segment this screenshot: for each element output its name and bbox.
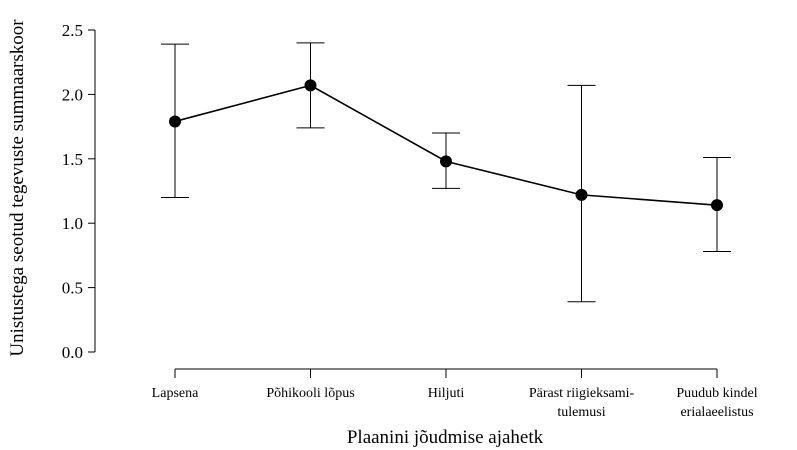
y-tick-label: 2.0 [62,85,83,104]
x-tick-label: erialaeelistus [680,405,753,420]
x-tick-label: Puudub kindel [676,386,757,401]
y-tick-label: 1.0 [62,214,83,233]
x-axis-title: Plaanini jõudmise ajahetk [347,427,544,448]
axis-labels: Plaanini jõudmise ajahetk Unistustega se… [7,19,544,448]
data-point [575,188,588,201]
data-point [304,79,317,92]
data-point [440,155,452,168]
y-tick-label: 0.0 [62,343,83,362]
x-tick-label: tulemusi [557,405,605,420]
axes: 0.0 0.5 1.0 1.5 2.0 2.5 Lapsena Põhikooli lõpus… [62,21,758,420]
y-tick-label: 1.5 [62,150,83,169]
y-axis-title: Unistustega seotud tegevuste summaarskoo… [7,19,28,357]
y-tick-label: 2.5 [62,21,83,40]
data-point [711,199,723,212]
y-tick-label: 0.5 [62,279,83,298]
data-point [169,115,181,128]
x-tick-label: Lapsena [152,386,199,401]
data-series [169,79,723,212]
error-bars [161,42,731,303]
x-tick-label: Hiljuti [428,386,465,401]
x-tick-label: Põhikooli lõpus [266,386,354,401]
x-tick-label: Pärast riigieksami- [529,386,635,401]
